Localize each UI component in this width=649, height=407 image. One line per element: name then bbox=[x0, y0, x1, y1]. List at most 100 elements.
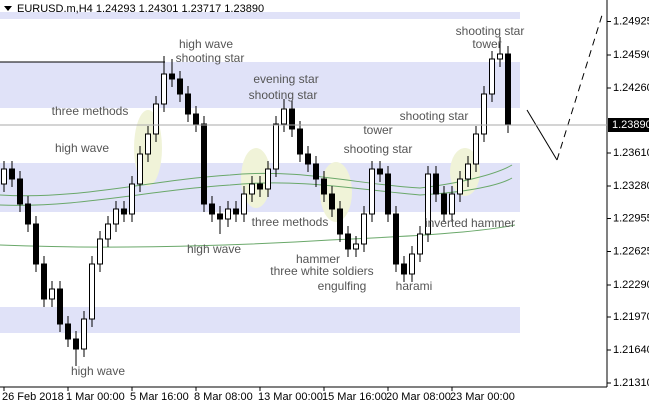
x-tick-label: 26 Feb 2018 bbox=[2, 391, 64, 403]
candle-body bbox=[33, 223, 39, 265]
candle-body bbox=[217, 213, 223, 220]
x-tick-label: 23 Mar 00:00 bbox=[450, 391, 515, 403]
candle-body bbox=[257, 183, 263, 190]
candle-body bbox=[121, 208, 127, 215]
annotation: high wave bbox=[71, 364, 125, 378]
candle-body bbox=[81, 318, 87, 350]
candle-body bbox=[449, 193, 455, 215]
zone bbox=[0, 12, 520, 19]
candle-body bbox=[457, 178, 463, 195]
candle-body bbox=[225, 208, 231, 220]
candle-body bbox=[145, 133, 151, 155]
annotation: shooting star bbox=[400, 109, 469, 123]
annotation: evening star bbox=[253, 72, 318, 86]
candle-body bbox=[65, 323, 71, 340]
chart-title: EURUSD.m,H4 1.24293 1.24301 1.23717 1.23… bbox=[17, 3, 264, 15]
candle-body bbox=[433, 173, 439, 195]
candle-body bbox=[465, 163, 471, 180]
annotation: shooting star bbox=[344, 142, 413, 156]
current-price-box bbox=[608, 118, 649, 132]
y-tick-label: 1.23610 bbox=[613, 147, 649, 159]
candle-body bbox=[17, 178, 23, 205]
candle-body bbox=[281, 108, 287, 125]
candle-body bbox=[361, 213, 367, 245]
current-price-label: 1.23890 bbox=[612, 119, 649, 131]
candle-body bbox=[265, 168, 271, 190]
candle-body bbox=[9, 168, 15, 180]
candle-body bbox=[441, 193, 447, 215]
candle-body bbox=[329, 193, 335, 210]
candle-body bbox=[353, 243, 359, 250]
annotation: shooting star bbox=[249, 88, 318, 102]
projection bbox=[556, 11, 604, 161]
y-tick-label: 1.21310 bbox=[613, 377, 649, 389]
candle-body bbox=[57, 288, 63, 325]
candle-body bbox=[193, 113, 199, 125]
candle-body bbox=[161, 73, 167, 105]
candle-body bbox=[369, 168, 375, 215]
candle-body bbox=[233, 208, 239, 215]
moving-average bbox=[0, 164, 513, 197]
candle-body bbox=[25, 203, 31, 225]
candle-body bbox=[41, 263, 47, 300]
y-tick-label: 1.21640 bbox=[613, 344, 649, 356]
candle-body bbox=[497, 53, 503, 60]
candle-body bbox=[1, 168, 7, 185]
annotation: inverted hammer bbox=[425, 216, 515, 230]
annotation: harami bbox=[396, 279, 433, 293]
candle-body bbox=[393, 213, 399, 265]
annotation: tower bbox=[363, 123, 392, 137]
annotation: shooting star bbox=[456, 24, 525, 38]
candle-body bbox=[345, 233, 351, 250]
annotation: high wave bbox=[179, 37, 233, 51]
x-tick-label: 13 Mar 00:00 bbox=[258, 391, 323, 403]
candle-body bbox=[241, 193, 247, 215]
y-tick-label: 1.21970 bbox=[613, 311, 649, 323]
candle-body bbox=[89, 263, 95, 320]
annotation: tower bbox=[472, 37, 501, 51]
x-tick-label: 15 Mar 16:00 bbox=[322, 391, 387, 403]
candle-body bbox=[289, 108, 295, 130]
candle-body bbox=[249, 183, 255, 195]
annotation: shooting star bbox=[176, 51, 245, 65]
candle-body bbox=[129, 183, 135, 215]
candle-body bbox=[313, 163, 319, 180]
candle-body bbox=[169, 73, 175, 80]
candle-body bbox=[425, 173, 431, 235]
candle-body bbox=[401, 263, 407, 275]
moving-average bbox=[0, 177, 513, 206]
candle-body bbox=[321, 178, 327, 195]
y-tick-label: 1.23280 bbox=[613, 180, 649, 192]
candle-body bbox=[505, 53, 511, 126]
y-tick-label: 1.24925 bbox=[613, 15, 649, 27]
candle-body bbox=[49, 288, 55, 300]
candle-body bbox=[113, 208, 119, 225]
x-tick-label: 5 Mar 16:00 bbox=[130, 391, 189, 403]
candle-body bbox=[177, 78, 183, 95]
candle-body bbox=[73, 338, 79, 350]
x-tick-label: 8 Mar 08:00 bbox=[194, 391, 253, 403]
y-tick-label: 1.22955 bbox=[613, 212, 649, 224]
annotation: high wave bbox=[55, 141, 109, 155]
candle-body bbox=[337, 208, 343, 235]
annotation: engulfing bbox=[318, 279, 367, 293]
x-tick-label: 1 Mar 00:00 bbox=[66, 391, 125, 403]
candle-body bbox=[153, 103, 159, 135]
candle-body bbox=[209, 203, 215, 215]
candle-body bbox=[97, 238, 103, 265]
candle-body bbox=[489, 58, 495, 95]
y-tick-label: 1.24260 bbox=[613, 82, 649, 94]
candles bbox=[1, 37, 511, 366]
annotation: three methods bbox=[252, 215, 329, 229]
candle-body bbox=[273, 123, 279, 170]
highlight bbox=[241, 148, 271, 208]
zone bbox=[0, 62, 520, 108]
candle-body bbox=[377, 168, 383, 175]
annotation: hammer bbox=[296, 252, 340, 266]
annotation: high wave bbox=[187, 242, 241, 256]
zone bbox=[0, 307, 520, 333]
candle-body bbox=[297, 128, 303, 155]
y-tick-label: 1.24590 bbox=[613, 49, 649, 61]
candle-body bbox=[137, 153, 143, 185]
